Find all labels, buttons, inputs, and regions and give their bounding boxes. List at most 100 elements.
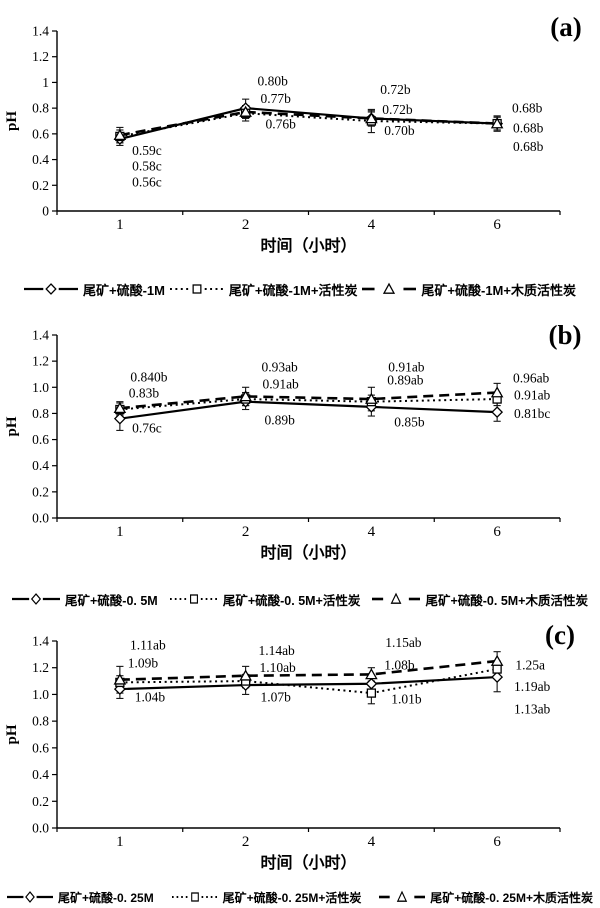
legend-swatch-solid-diamond — [7, 891, 53, 903]
data-label: 0.91ab — [388, 360, 425, 375]
y-tick-label: 0.4 — [32, 767, 49, 782]
y-tick-label: 1.4 — [32, 24, 49, 39]
data-label: 0.89ab — [387, 373, 424, 388]
data-label: 0.91ab — [514, 388, 551, 403]
series-line-dashed — [119, 110, 498, 137]
legend-swatch-solid-diamond — [24, 283, 78, 295]
y-tick-label: 0.8 — [32, 406, 49, 421]
data-label: 0.76b — [265, 117, 296, 132]
x-tick-label: 6 — [493, 524, 501, 540]
marker-diamond — [365, 677, 378, 690]
legend-marker-square — [192, 284, 202, 294]
legend-item: 尾矿+硫酸-0. 25M+木质活性炭 — [379, 889, 593, 906]
data-label: 0.96ab — [513, 371, 550, 386]
x-tick-label: 4 — [368, 524, 376, 540]
legend-marker-square — [190, 892, 199, 902]
legend-swatch-dashed-triangle — [372, 592, 421, 604]
legend-swatch-dotted-square — [169, 284, 224, 294]
data-label: 1.13ab — [514, 702, 551, 717]
legend-item: 尾矿+硫酸-1M+活性炭 — [169, 280, 358, 299]
series-line-dashed — [119, 659, 498, 682]
data-label: 0.68b — [513, 121, 544, 136]
legend-item: 尾矿+硫酸-0. 5M+木质活性炭 — [372, 590, 588, 609]
data-label: 0.89b — [264, 412, 295, 427]
marker-diamond — [491, 671, 504, 683]
marker-triangle — [490, 386, 504, 398]
legend-label: 尾矿+硫酸-1M+活性炭 — [228, 282, 358, 298]
y-tick-label: 1.2 — [32, 660, 49, 675]
data-label: 0.840b — [130, 369, 167, 384]
y-tick-label: 1.4 — [32, 328, 49, 343]
y-tick-label: 1.2 — [32, 49, 49, 64]
data-label: 0.59c — [132, 143, 162, 158]
y-tick-label: 0.8 — [32, 714, 49, 729]
legend: 尾矿+硫酸-0. 25M 尾矿+硫酸-0. 25M+活性炭 尾矿+硫酸-0. 25M… — [0, 881, 600, 908]
legend-item: 尾矿+硫酸-1M+木质活性炭 — [362, 280, 576, 299]
y-tick-label: 0.4 — [32, 458, 49, 473]
data-label: 1.19ab — [514, 679, 551, 694]
series-line-dotted — [119, 668, 498, 695]
y-tick-label: 0.6 — [32, 740, 49, 755]
legend-item: 尾矿+硫酸-0. 25M — [7, 889, 154, 906]
panel-letter: (c) — [545, 620, 575, 650]
legend-marker-square — [189, 594, 198, 604]
y-tick-label: 0.2 — [32, 794, 49, 809]
legend-marker-diamond — [25, 891, 35, 903]
y-axis-title: pH — [4, 416, 20, 436]
marker-square — [492, 664, 502, 674]
x-tick-label: 1 — [116, 217, 124, 233]
data-label: 0.91ab — [262, 377, 299, 392]
legend-swatch-dashed-triangle — [379, 890, 426, 902]
y-tick-label: 0.6 — [32, 432, 49, 447]
legend-marker-triangle — [397, 890, 408, 902]
marker-triangle — [239, 669, 252, 681]
data-label: 0.77b — [260, 91, 291, 106]
data-label: 0.56c — [132, 175, 162, 190]
x-tick-label: 6 — [493, 834, 501, 850]
legend-marker-triangle — [391, 592, 402, 604]
y-tick-label: 1.4 — [32, 634, 49, 649]
data-label: 1.10ab — [259, 660, 296, 675]
legend-item: 尾矿+硫酸-1M — [24, 280, 165, 299]
y-tick-label: 0.0 — [32, 821, 49, 836]
series-line-solid — [119, 107, 498, 141]
y-tick-label: 0.2 — [32, 484, 49, 499]
data-label: 1.01b — [391, 692, 422, 707]
chart-plot: 0.0 0.2 0.4 0.6 0.8 1.0 1.2 1.4 1 2 4 6 0.840b 0.83b 0… — [4, 320, 582, 562]
panel-letter: (b) — [549, 320, 582, 350]
marker-square — [366, 688, 377, 698]
y-tick-label: 0.0 — [32, 511, 49, 526]
x-tick-label: 4 — [368, 834, 376, 850]
series-line-dotted — [119, 398, 498, 411]
legend-label: 尾矿+硫酸-0. 25M — [58, 890, 154, 905]
legend-marker-triangle — [383, 282, 396, 294]
data-label: 0.83b — [129, 386, 160, 401]
marker-diamond — [491, 406, 504, 419]
x-axis-title: 时间（小时） — [260, 853, 356, 872]
x-tick-label: 2 — [242, 524, 250, 540]
legend-swatch-dotted-square — [171, 892, 218, 902]
data-label: 1.25a — [515, 658, 545, 673]
x-tick-label: 1 — [116, 524, 124, 540]
y-tick-label: 0.6 — [32, 126, 49, 141]
data-label: 1.15ab — [385, 635, 422, 650]
data-label: 0.70b — [384, 123, 415, 138]
legend-marker-diamond — [30, 593, 42, 605]
legend-label: 尾矿+硫酸-0. 5M+活性炭 — [222, 593, 361, 608]
panel-letter: (a) — [550, 12, 581, 42]
y-tick-label: 1.0 — [32, 380, 49, 395]
panel-b: 0.0 0.2 0.4 0.6 0.8 1.0 1.2 1.4 1 2 4 6 0.840b 0.83b 0… — [0, 300, 600, 610]
legend: 尾矿+硫酸-0. 5M 尾矿+硫酸-0. 5M+活性炭 尾矿+硫酸-0. 5M+木质… — [0, 583, 600, 615]
panel-c: 0.0 0.2 0.4 0.6 0.8 1.0 1.2 1.4 1 2 4 6 1.11ab 1.09b 1… — [0, 610, 600, 908]
marker-triangle — [113, 673, 127, 685]
data-label: 1.04b — [135, 690, 166, 705]
data-label: 1.07b — [260, 690, 291, 705]
y-tick-label: 1 — [42, 75, 49, 90]
x-tick-label: 6 — [493, 217, 501, 233]
y-tick-label: 0.2 — [32, 178, 49, 193]
data-label: 0.72b — [382, 102, 413, 117]
x-axis-title: 时间（小时） — [260, 543, 356, 562]
data-label: 0.68b — [512, 101, 543, 116]
